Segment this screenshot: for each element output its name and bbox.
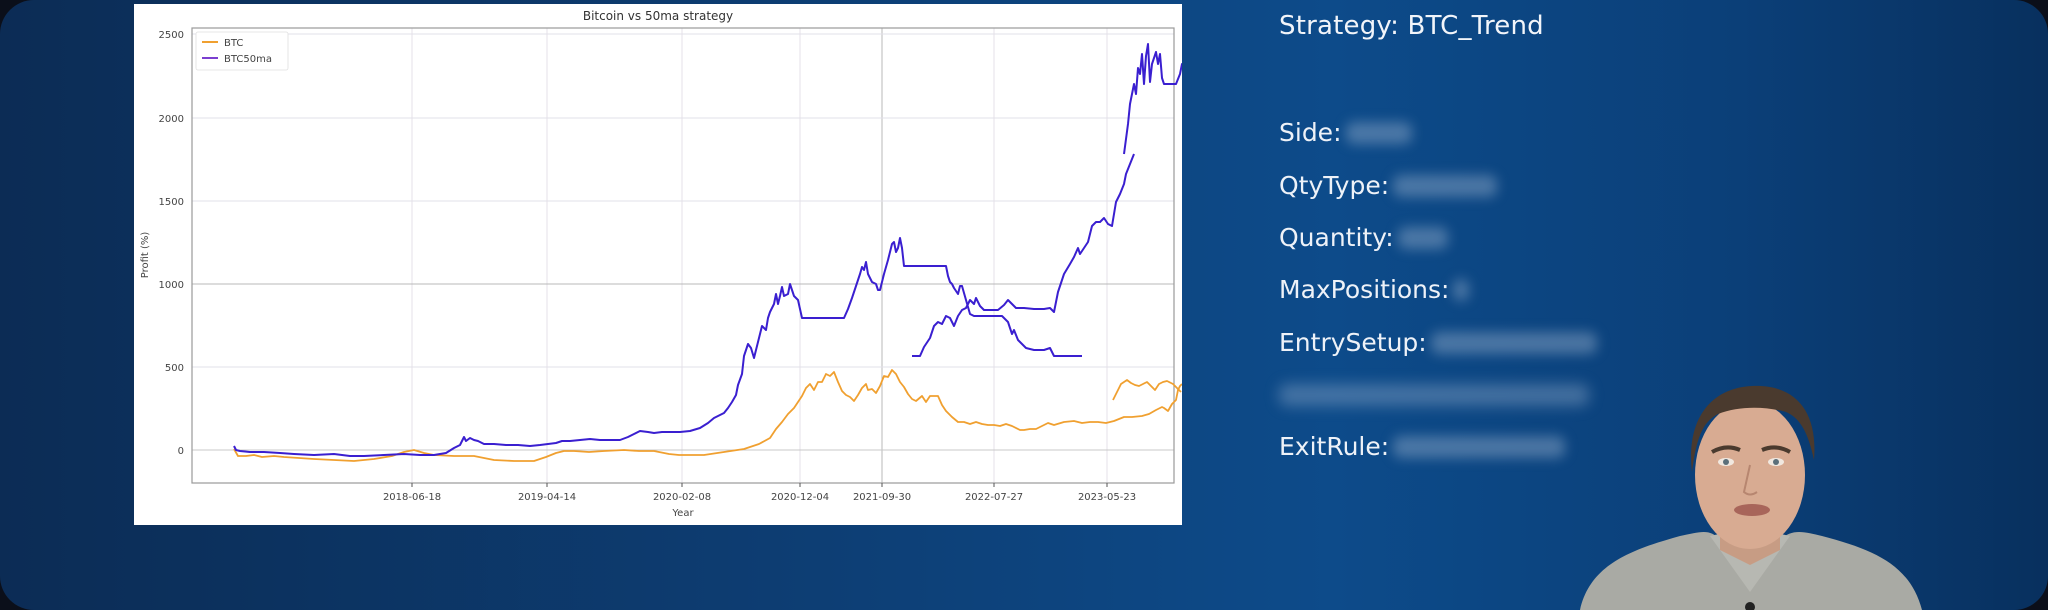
y-tick: 500 [165, 363, 184, 374]
info-label-side: Side: [1279, 118, 1342, 147]
redacted-value [1453, 278, 1470, 301]
x-tick: 2022-07-27 [965, 492, 1023, 503]
info-row-side: Side: [1279, 118, 1412, 147]
y-tick: 0 [178, 446, 184, 457]
info-row-exitrule: ExitRule: [1279, 432, 1566, 461]
y-axis-label: Profit (%) [140, 232, 151, 279]
series-btc-line-tail [1112, 379, 1182, 401]
x-tick: 2023-05-23 [1078, 492, 1136, 503]
series-btc50ma-line-2 [912, 153, 1135, 357]
y-tick: 1500 [159, 197, 184, 208]
legend: BTC BTC50ma [195, 31, 289, 71]
y-gridlines [192, 33, 1174, 451]
info-row-maxpositions: MaxPositions: [1279, 275, 1470, 304]
info-label-maxpositions: MaxPositions: [1279, 275, 1450, 304]
x-tick: 2020-12-04 [771, 492, 829, 503]
chart-card: Bitcoin vs 50ma strategy [134, 4, 1182, 525]
chart-title: Bitcoin vs 50ma strategy [583, 9, 733, 23]
x-tick: 2020-02-08 [653, 492, 711, 503]
y-tick: 2000 [159, 114, 184, 125]
presenter-icon [1580, 385, 1922, 610]
y-tick: 1000 [159, 280, 184, 291]
redacted-value [1393, 435, 1566, 458]
redacted-value [1430, 331, 1597, 354]
plot-area [191, 27, 1175, 484]
info-label-qtytype: QtyType: [1279, 171, 1390, 200]
legend-label-btc50ma: BTC50ma [224, 54, 272, 65]
x-tick: 2021-09-30 [853, 492, 911, 503]
presenter-webcam [1560, 360, 1940, 610]
line-chart: Bitcoin vs 50ma strategy [140, 9, 1182, 519]
series-btc50ma-line-3 [1123, 43, 1182, 155]
info-row-quantity: Quantity: [1279, 223, 1448, 252]
series-btc-line [233, 369, 1182, 462]
x-gridlines [411, 28, 1108, 483]
info-row-qtytype: QtyType: [1279, 171, 1498, 200]
redacted-value-line [1279, 384, 1589, 406]
x-axis-label: Year [671, 508, 694, 519]
redacted-value [1393, 174, 1498, 197]
info-label-exitrule: ExitRule: [1279, 432, 1390, 461]
x-tick: 2019-04-14 [518, 492, 576, 503]
redacted-value [1397, 226, 1448, 249]
x-axis: 2018-06-18 2019-04-14 2020-02-08 2020-12… [383, 483, 1136, 519]
redacted-value [1345, 121, 1412, 144]
x-tick: 2018-06-18 [383, 492, 441, 503]
legend-label-btc: BTC [224, 38, 243, 49]
series-btc50ma-line [233, 237, 1082, 457]
info-label-entrysetup: EntrySetup: [1279, 328, 1427, 357]
info-label-quantity: Quantity: [1279, 223, 1394, 252]
y-axis: 2500 2000 1500 1000 500 0 Profit (%) [140, 30, 184, 457]
info-row-entrysetup: EntrySetup: [1279, 328, 1597, 357]
strategy-title: Strategy: BTC_Trend [1279, 11, 1544, 41]
y-tick: 2500 [159, 30, 184, 41]
